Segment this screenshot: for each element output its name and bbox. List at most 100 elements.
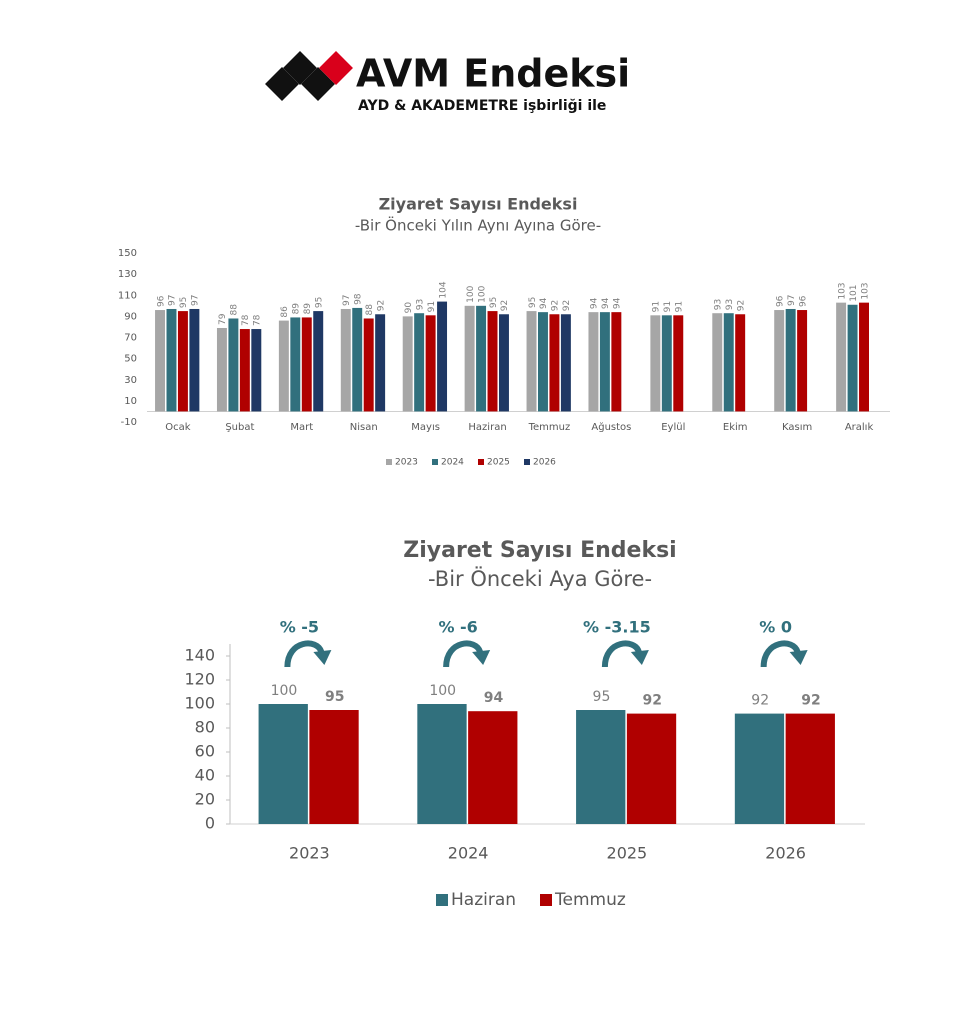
arrow-head — [472, 650, 491, 665]
bar — [290, 317, 301, 412]
bar — [735, 314, 746, 412]
bar — [278, 320, 289, 412]
bar — [723, 313, 734, 412]
bar — [498, 314, 509, 412]
value-label: 95 — [325, 689, 344, 705]
value-label: 89 — [292, 303, 302, 315]
legend-label: 2023 — [395, 458, 418, 468]
y-tick-label: 100 — [184, 694, 215, 713]
value-label: 78 — [253, 314, 263, 326]
legend-label: 2024 — [441, 458, 464, 468]
bar — [239, 329, 250, 412]
x-tick-label: Mart — [290, 422, 313, 433]
x-tick-label: Temmuz — [528, 422, 571, 433]
legend-label: Temmuz — [554, 890, 626, 910]
y-tick-label: 0 — [205, 814, 215, 833]
value-label: 91 — [675, 301, 685, 312]
bar — [859, 302, 869, 412]
bar — [464, 305, 475, 412]
value-label: 100 — [477, 285, 487, 302]
value-label: 91 — [427, 301, 437, 312]
y-tick-label: 130 — [118, 269, 137, 280]
bar — [414, 313, 425, 412]
value-label: 100 — [429, 683, 456, 699]
logo-title: AVM Endeksi — [356, 52, 630, 96]
bar — [352, 307, 363, 412]
bar — [576, 710, 626, 824]
bar — [549, 314, 560, 412]
value-label: 78 — [241, 314, 251, 326]
value-label: 95 — [489, 297, 499, 308]
annotation: % -5 — [280, 618, 319, 637]
value-label: 92 — [643, 693, 662, 709]
y-tick-label: 10 — [124, 396, 137, 407]
bar — [417, 704, 467, 824]
bar — [538, 312, 548, 412]
bar — [560, 314, 571, 412]
value-label: 88 — [365, 304, 375, 316]
value-label: 98 — [353, 293, 363, 305]
value-label: 100 — [271, 683, 298, 699]
bar — [785, 308, 796, 412]
bar — [363, 318, 374, 412]
bar — [437, 301, 448, 412]
bar — [487, 311, 498, 412]
arrow-head — [313, 650, 332, 665]
value-label: 97 — [342, 295, 352, 306]
value-label: 93 — [714, 299, 724, 310]
value-label: 94 — [484, 690, 504, 706]
bar — [774, 310, 785, 412]
x-tick-label: 2026 — [765, 844, 806, 863]
value-label: 103 — [860, 282, 870, 299]
value-label: 88 — [230, 304, 240, 316]
value-label: 97 — [787, 295, 797, 306]
value-label: 86 — [280, 306, 290, 318]
value-label: 91 — [652, 301, 662, 312]
bar — [468, 711, 518, 824]
bar — [313, 311, 324, 412]
y-tick-label: 140 — [184, 646, 215, 665]
bar — [402, 316, 413, 412]
value-label: 91 — [663, 301, 673, 312]
value-label: 89 — [303, 303, 313, 315]
bar — [216, 327, 227, 412]
legend-swatch — [524, 459, 530, 465]
value-label: 92 — [551, 300, 561, 311]
y-tick-label: 60 — [195, 742, 215, 761]
x-tick-label: Ekim — [723, 422, 748, 433]
value-label: 93 — [415, 299, 425, 310]
x-tick-label: Şubat — [225, 422, 254, 433]
bar — [626, 713, 677, 824]
value-label: 103 — [837, 282, 847, 299]
legend-label: Haziran — [451, 890, 516, 910]
chart-title: Ziyaret Sayısı Endeksi — [403, 538, 676, 563]
bar — [228, 318, 239, 412]
annotation: % 0 — [759, 618, 792, 637]
curved-arrow — [284, 640, 325, 668]
bar — [734, 713, 785, 824]
x-tick-label: 2025 — [607, 844, 648, 863]
value-label: 101 — [849, 285, 859, 302]
bar — [588, 312, 599, 412]
x-tick-label: Ocak — [165, 422, 190, 433]
value-label: 96 — [775, 295, 785, 307]
curved-arrow — [443, 640, 484, 668]
bar — [712, 313, 723, 412]
value-label: 94 — [590, 297, 600, 309]
legend-swatch — [540, 894, 552, 906]
bar — [155, 310, 166, 412]
bar — [611, 312, 622, 412]
y-tick-label: 90 — [124, 311, 137, 322]
value-label: 94 — [613, 297, 623, 309]
legend-label: 2026 — [533, 458, 556, 468]
arrow-head — [789, 650, 808, 665]
y-tick-label: 50 — [124, 354, 137, 365]
bar — [526, 311, 537, 412]
y-tick-label: 150 — [118, 248, 137, 259]
value-label: 104 — [438, 281, 448, 298]
value-label: 92 — [500, 300, 510, 311]
logo-subtitle: AYD & AKADEMETRE işbirliği ile — [358, 98, 606, 114]
value-label: 92 — [376, 300, 386, 311]
